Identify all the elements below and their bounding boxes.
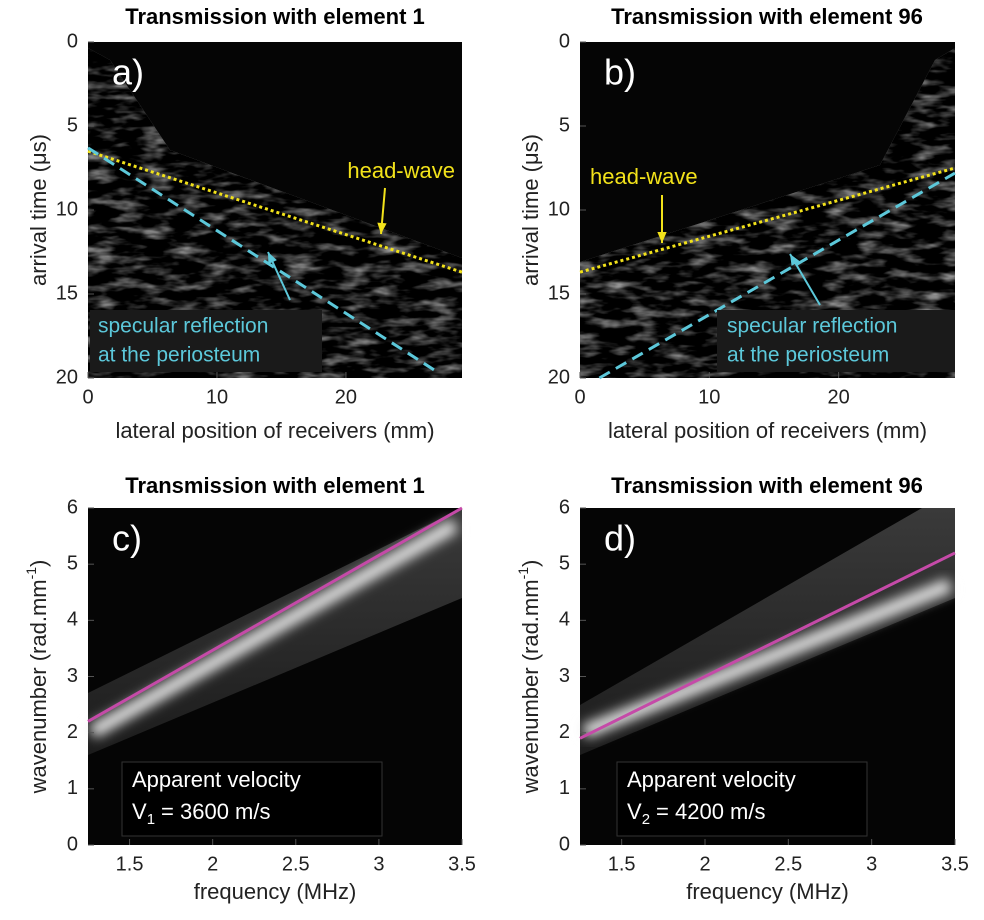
velocity-subscript: 1 [147,811,155,828]
series-line [579,166,956,274]
x-tick-label: 2.5 [774,853,802,875]
velocity-box [616,761,868,837]
x-tick-label: 10 [206,386,228,408]
velocity-equation: = 3600 m/s [161,799,270,824]
y-tick-label: 20 [56,366,78,388]
y-tick-label: 6 [67,496,78,518]
y-axis-label-sup: -1 [23,567,39,580]
y-tick-label: 0 [67,833,78,855]
arrow-head [377,222,387,234]
y-tick-label: 15 [56,282,78,304]
y-axis-label-text: wavenumber (rad.mm [518,579,543,794]
y-tick-label: 2 [559,721,570,743]
velocity-value: V2 = 4200 m/s [627,799,765,828]
velocity-box [121,761,383,837]
series-line [87,146,438,373]
x-tick-label: 20 [827,386,849,408]
panel-title: Transmission with element 96 [611,4,923,29]
y-tick-label: 6 [559,496,570,518]
x-axis-label: lateral position of receivers (mm) [115,418,434,443]
x-tick-label: 2.5 [282,853,310,875]
y-tick-label: 5 [559,552,570,574]
y-tick-label: 10 [548,198,570,220]
annotation-box [90,310,322,372]
panel-label: d) [604,518,636,559]
x-tick-label: 0 [82,386,93,408]
y-tick-label: 20 [548,366,570,388]
y-axis-label-sup: -1 [515,567,531,580]
y-tick-label: 5 [559,114,570,136]
x-tick-label: 3 [866,853,877,875]
y-axis-label-text: wavenumber (rad.mm [26,579,51,794]
y-axis-label: arrival time (μs) [26,134,51,286]
y-axis-label: wavenumber (rad.mm-1) [23,560,51,795]
x-axis-label: lateral position of receivers (mm) [608,418,927,443]
ridge-c [88,518,459,739]
y-tick-label: 1 [559,777,570,799]
y-tick-label: 3 [559,665,570,687]
head-wave-label: head-wave [347,158,455,183]
x-tick-label: 2 [207,853,218,875]
annotation-box [717,310,955,372]
y-axis-label-close: ) [518,560,543,567]
x-tick-label: 0 [574,386,585,408]
x-tick-label: 10 [698,386,720,408]
x-tick-label: 3.5 [941,853,969,875]
panel-label: c) [112,518,142,559]
y-tick-label: 0 [67,30,78,52]
y-tick-label: 4 [67,609,78,631]
specular-label: at the periosteum [727,344,889,367]
y-axis-label: wavenumber (rad.mm-1) [515,560,543,795]
head-wave-label: head-wave [590,164,698,189]
velocity-symbol: V [627,799,642,824]
y-tick-label: 15 [548,282,570,304]
x-axis-label: frequency (MHz) [686,879,849,904]
y-tick-label: 1 [67,777,78,799]
velocity-equation: = 4200 m/s [656,799,765,824]
y-tick-label: 4 [559,609,570,631]
velocity-symbol: V [132,799,147,824]
panel-label: a) [112,52,144,93]
series-line [579,551,956,740]
x-tick-label: 3.5 [448,853,476,875]
y-tick-label: 3 [67,665,78,687]
y-tick-label: 10 [56,198,78,220]
panel-label: b) [604,52,636,93]
x-tick-label: 2 [699,853,710,875]
velocity-title: Apparent velocity [627,767,796,792]
y-axis-label-close: ) [26,560,51,567]
series-line [598,171,956,380]
arrow-head [657,231,667,243]
y-tick-label: 5 [67,552,78,574]
x-tick-label: 3 [373,853,384,875]
x-tick-label: 20 [335,386,357,408]
x-axis-label: frequency (MHz) [194,879,357,904]
y-tick-label: 5 [67,114,78,136]
arrow-head [790,254,800,266]
x-tick-label: 1.5 [608,853,636,875]
specular-label: at the periosteum [98,344,260,367]
specular-label: specular reflection [98,315,268,338]
y-tick-label: 0 [559,833,570,855]
panel-title: Transmission with element 1 [125,473,425,498]
panel-title: Transmission with element 1 [125,4,425,29]
velocity-value: V1 = 3600 m/s [132,799,270,828]
y-axis-label: arrival time (μs) [518,134,543,286]
arrow-head [268,252,277,264]
series-line [87,506,463,723]
velocity-subscript: 2 [642,811,650,828]
y-tick-label: 2 [67,721,78,743]
specular-label: specular reflection [727,315,897,338]
panel-title: Transmission with element 96 [611,473,923,498]
y-tick-label: 0 [559,30,570,52]
x-tick-label: 1.5 [116,853,144,875]
velocity-title: Apparent velocity [132,767,301,792]
